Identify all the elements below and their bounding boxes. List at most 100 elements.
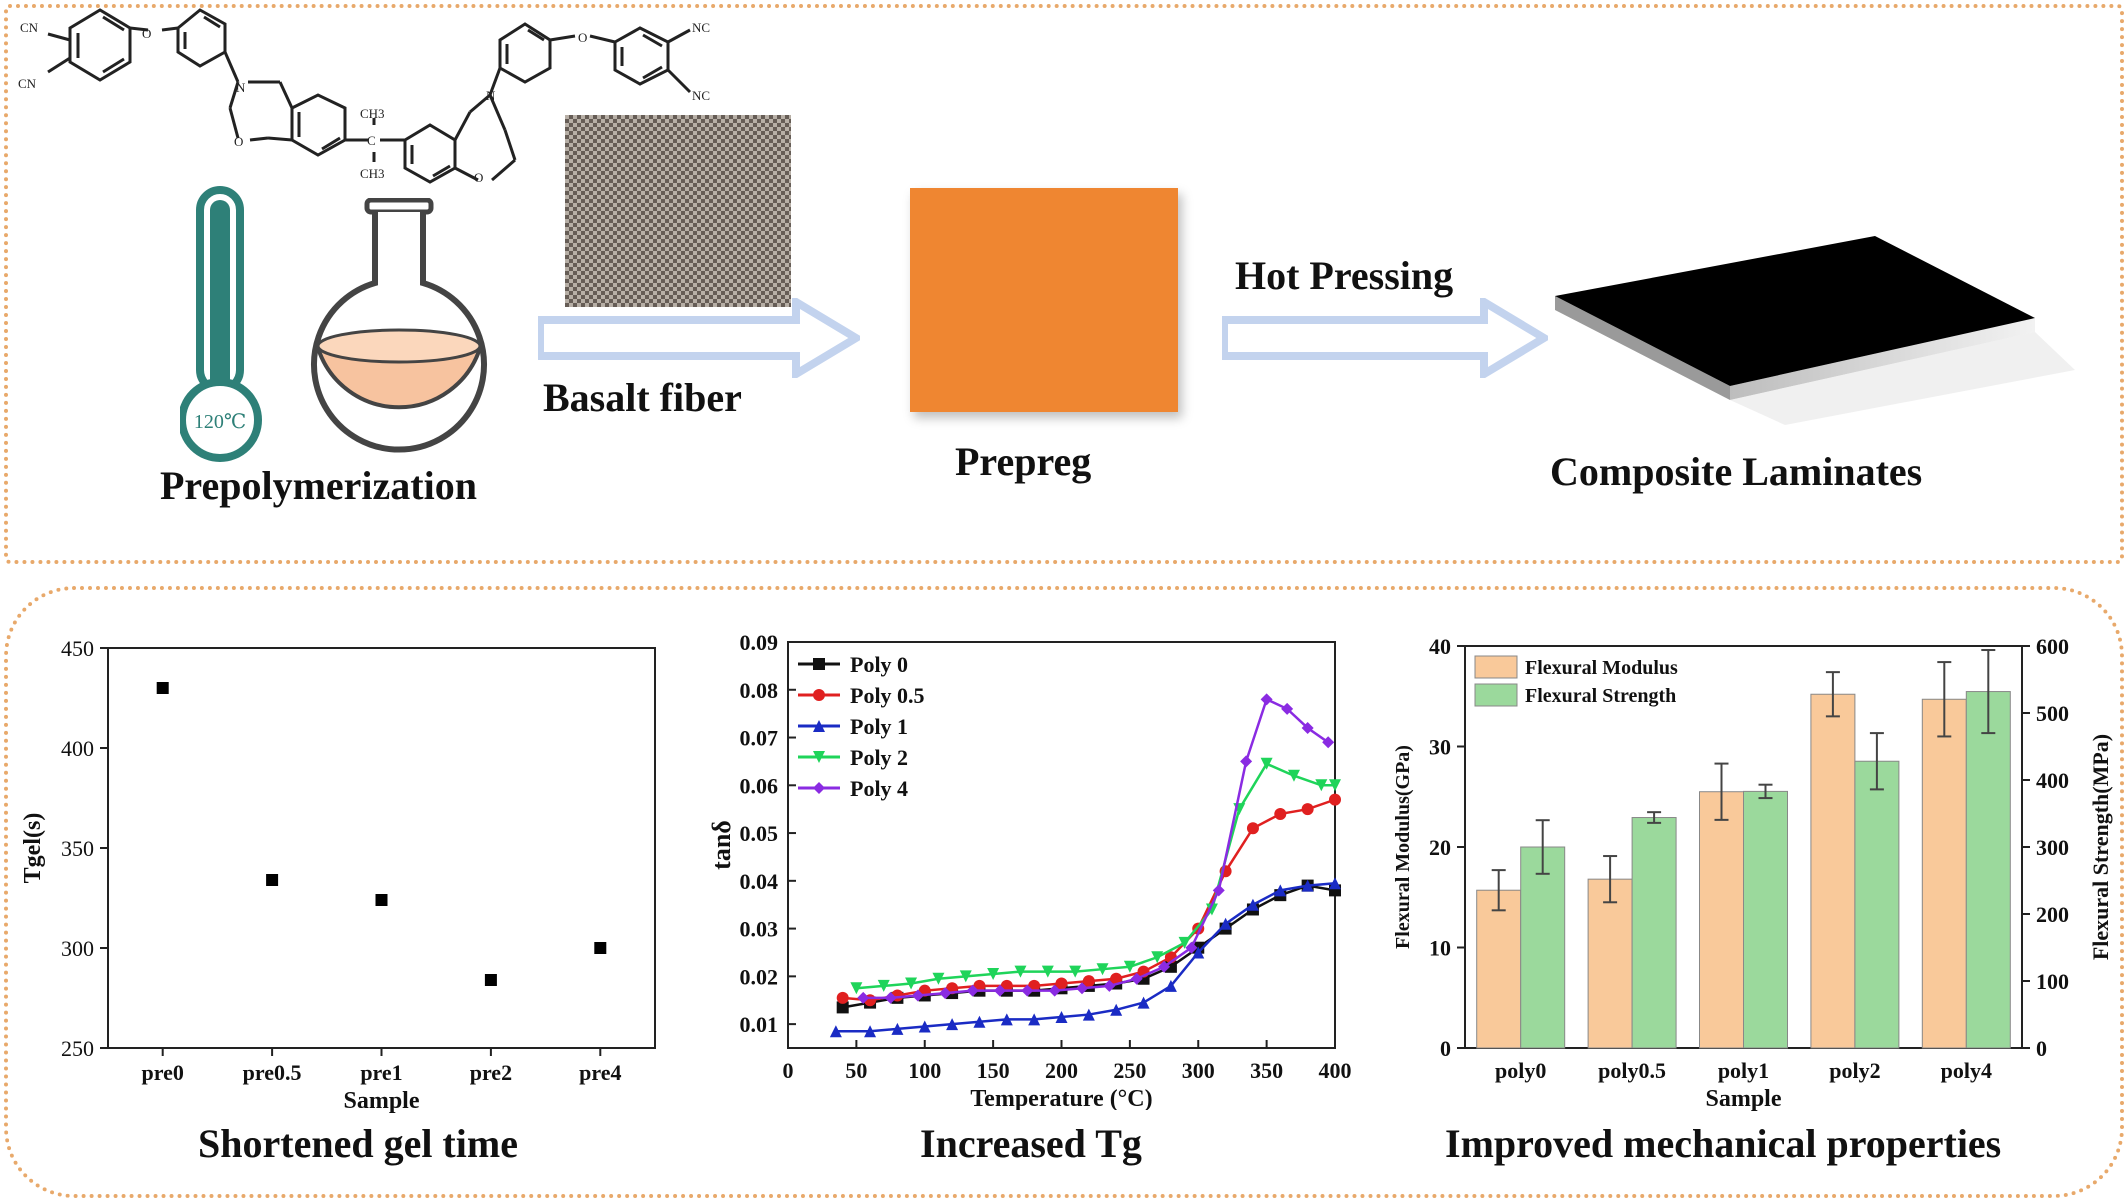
results-panel <box>4 586 2124 1198</box>
data-point <box>1123 960 1136 973</box>
data-point <box>884 991 897 1004</box>
x-tick-label: 50 <box>845 1058 867 1083</box>
data-point <box>1301 803 1314 816</box>
x-tick-label: 150 <box>977 1058 1010 1083</box>
basalt-fabric-image <box>565 115 791 307</box>
bar <box>1965 691 2011 1049</box>
data-point <box>1260 693 1273 706</box>
hot-pressing-label: Hot Pressing <box>1235 253 1454 298</box>
thermometer-icon: 120℃ <box>180 186 262 462</box>
data-point <box>993 984 1006 997</box>
mechanical-caption: Improved mechanical properties <box>1445 1121 2002 1166</box>
bar <box>1587 878 1633 1049</box>
x-tick-label: poly0 <box>1495 1058 1546 1083</box>
y2-tick-label: 0 <box>2036 1036 2047 1061</box>
bar <box>1743 790 1788 1049</box>
bar <box>1921 698 1967 1049</box>
data-point <box>911 989 924 1002</box>
data-point <box>1212 884 1225 897</box>
data-point <box>1014 965 1027 978</box>
y2-tick-label: 600 <box>2036 634 2069 659</box>
data-point <box>1240 755 1253 768</box>
x-tick-label: poly1 <box>1718 1058 1769 1083</box>
data-point <box>1205 903 1218 916</box>
data-point <box>966 984 979 997</box>
y-tick-label: 0.09 <box>740 630 779 655</box>
oxygen-label-1: O <box>142 26 151 41</box>
data-point <box>484 974 497 986</box>
x-axis-label: Sample <box>1705 1086 1781 1112</box>
data-point <box>156 682 169 694</box>
plot-frame <box>107 647 656 1049</box>
y-tick-label: 350 <box>61 836 94 861</box>
data-point <box>1219 917 1232 930</box>
bar <box>1631 817 1677 1049</box>
data-point <box>1178 936 1191 949</box>
arrow-to-prepreg-icon <box>538 298 860 378</box>
composite-laminate-image <box>1555 236 2075 425</box>
oxygen-label-4: O <box>578 30 587 45</box>
data-point <box>1274 807 1287 820</box>
thermometer-reading: 120℃ <box>194 411 246 433</box>
nitrogen-label-1: N <box>236 80 246 95</box>
data-point <box>836 991 849 1004</box>
basalt-fiber-label: Basalt fiber <box>543 375 742 420</box>
y-axis-label: tanδ <box>707 820 736 870</box>
cn-label-1: CN <box>20 20 39 35</box>
x-axis-label: Sample <box>343 1088 419 1114</box>
data-point <box>1246 822 1259 835</box>
data-point <box>850 982 863 995</box>
y-axis-label: Tgel(s) <box>20 813 46 884</box>
x-tick-label: 400 <box>1319 1058 1352 1083</box>
data-point <box>1055 1010 1068 1023</box>
process-panel <box>4 4 2124 564</box>
data-point <box>918 1020 931 1033</box>
data-point <box>1110 972 1123 985</box>
y-tick-label: 0.01 <box>740 1012 779 1037</box>
data-point <box>1260 757 1273 770</box>
y-tick-label: 300 <box>61 936 94 961</box>
gel-time-caption: Shortened gel time <box>198 1121 518 1166</box>
data-point <box>1246 898 1259 911</box>
data-point <box>1103 979 1116 992</box>
data-point <box>987 967 1000 980</box>
x-tick-label: 250 <box>1113 1058 1146 1083</box>
methyl-label-2: CH3 <box>360 166 385 181</box>
y-tick-label: 0.03 <box>740 917 779 942</box>
data-point <box>1329 793 1341 806</box>
data-point <box>1287 769 1300 782</box>
data-point <box>1301 721 1314 734</box>
nc-label-2: NC <box>692 88 710 103</box>
nitrogen-label-2: N <box>486 88 496 103</box>
y2-tick-label: 500 <box>2036 701 2069 726</box>
legend-swatch <box>1474 655 1518 679</box>
x-tick-label: 350 <box>1250 1058 1283 1083</box>
y2-tick-label: 400 <box>2036 768 2069 793</box>
bar <box>1854 760 1900 1049</box>
cn-label-2: CN <box>18 76 37 91</box>
legend-label: Flexural Strength <box>1525 685 1676 707</box>
data-point <box>829 1025 842 1038</box>
data-point <box>594 942 607 954</box>
data-point <box>1000 1013 1013 1026</box>
x-tick-label: 100 <box>908 1058 941 1083</box>
data-point <box>1137 996 1150 1009</box>
y-tick-label: 30 <box>1429 735 1451 760</box>
x-tick-label: poly0.5 <box>1598 1058 1666 1083</box>
y-tick-label: 0.05 <box>740 821 779 846</box>
data-point <box>932 972 945 985</box>
methyl-label-1: CH3 <box>360 106 385 121</box>
legend-label: Poly 1 <box>850 714 908 739</box>
oxygen-label-3: O <box>474 170 483 185</box>
data-point <box>1329 779 1341 792</box>
data-point <box>1164 979 1177 992</box>
gel-time-chart: 250 300 350 400 450 pre0 pre0.5 pre1 pre2 pre4 Sam… <box>20 636 656 1114</box>
y-axis-label: Flexural Modulus(GPa) <box>1392 745 1414 949</box>
legend-marker <box>813 658 825 670</box>
x-tick-label: pre2 <box>470 1060 512 1085</box>
y-tick-label: 0.07 <box>740 726 779 751</box>
data-point <box>1069 965 1082 978</box>
data-point <box>1021 984 1034 997</box>
arrow-to-laminate-icon <box>1222 298 1548 378</box>
x-tick-label: pre0.5 <box>243 1060 302 1085</box>
